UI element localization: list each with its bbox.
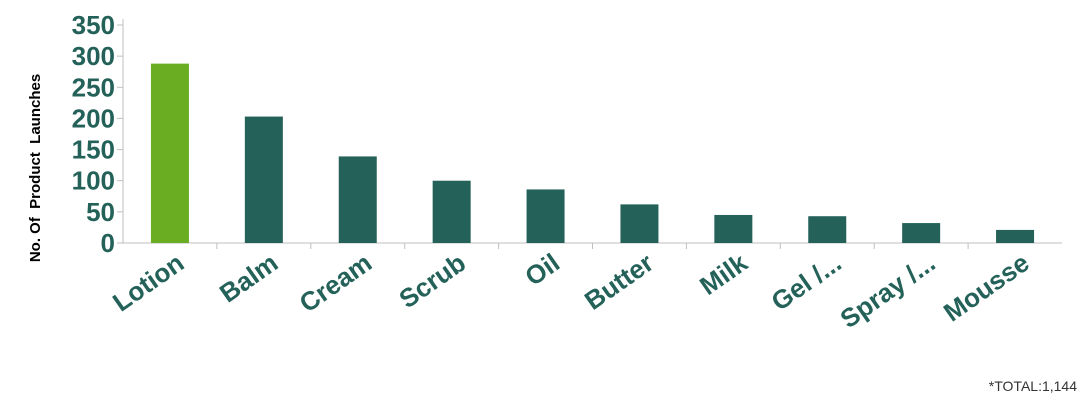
y-tick-label: 0 — [101, 228, 115, 258]
x-tick-label: Oil — [519, 247, 565, 291]
y-tick-label: 50 — [86, 197, 115, 227]
bar-cream — [338, 156, 377, 243]
bars — [150, 63, 1035, 243]
x-tick-label: Mousse — [938, 247, 1035, 327]
bar-butter — [620, 204, 659, 243]
x-tick-label: Milk — [694, 247, 753, 301]
bar-gel — [808, 216, 847, 243]
x-tick-label: Cream — [294, 247, 378, 318]
bar-milk — [714, 214, 753, 243]
y-axis-label: No. Of Product Launches — [27, 74, 44, 262]
bar-scrub — [432, 180, 471, 243]
y-tick-label: 250 — [72, 72, 115, 102]
bar-balm — [244, 116, 283, 243]
y-tick-label: 100 — [72, 166, 115, 196]
bar-oil — [526, 189, 565, 243]
x-tick-label: Balm — [214, 247, 283, 308]
x-tick-label: Gel /... — [766, 247, 847, 316]
y-tick-label: 350 — [72, 10, 115, 40]
y-tick-label: 200 — [72, 103, 115, 133]
x-tick-label: Spray /... — [835, 247, 941, 334]
y-tick-label: 150 — [72, 135, 115, 165]
x-tick-label: Lotion — [107, 247, 189, 317]
y-tick-label: 300 — [72, 41, 115, 71]
x-tick-label: Scrub — [394, 247, 472, 314]
bar-lotion — [150, 63, 189, 243]
x-tick-label: Butter — [579, 247, 659, 315]
x-tick-labels: Lotion Balm Cream Scrub Oil Butter Milk Gel /..… — [107, 247, 1034, 334]
bar-spray — [902, 223, 941, 243]
bar-mousse — [996, 229, 1035, 243]
total-footnote: *TOTAL:1,144 — [988, 378, 1077, 394]
